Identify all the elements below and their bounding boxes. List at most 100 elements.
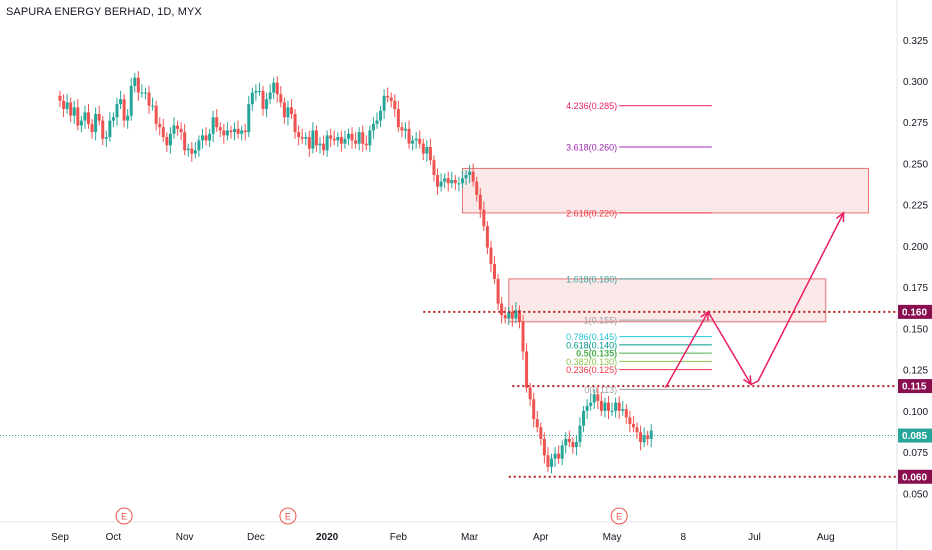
candle-body — [119, 99, 123, 105]
candle-body — [204, 135, 208, 141]
y-tick-label: 0.125 — [903, 366, 928, 377]
candle-body — [290, 107, 294, 114]
earnings-marker[interactable] — [115, 507, 133, 525]
candle-body — [428, 146, 432, 161]
candle-body — [489, 247, 493, 265]
candle-body — [443, 178, 447, 182]
candle-body — [411, 140, 415, 144]
candle-body — [393, 100, 397, 110]
candle-body — [218, 127, 222, 131]
candle-body — [414, 138, 418, 141]
candle-body — [635, 427, 639, 433]
candle-body — [500, 303, 504, 316]
candle-body — [122, 99, 126, 121]
candle-body — [350, 133, 354, 141]
earnings-marker[interactable] — [279, 507, 297, 525]
candle-body — [254, 90, 258, 93]
candle-body — [83, 112, 87, 121]
earnings-marker[interactable] — [610, 507, 628, 525]
candle-body — [268, 92, 272, 100]
candle-body — [379, 110, 383, 121]
candle-body — [521, 321, 525, 352]
candle-body — [279, 94, 283, 103]
candle-body — [482, 209, 486, 227]
candle-body — [610, 410, 614, 412]
candle-body — [510, 311, 514, 319]
candle-body — [307, 137, 311, 149]
candle-body — [186, 148, 190, 151]
candle-body — [578, 425, 582, 443]
candle-body — [143, 92, 147, 94]
candle-body — [596, 394, 600, 401]
x-tick-label: Sep — [51, 532, 69, 543]
candle-body — [275, 82, 279, 95]
fib-level-label: 1.618(0.180) — [566, 274, 617, 284]
candle-body — [617, 402, 621, 411]
fib-level-label: 3.618(0.260) — [566, 142, 617, 152]
x-tick-label: Jul — [748, 532, 761, 543]
candle-body — [564, 438, 568, 446]
candle-body — [314, 130, 318, 146]
candle-body — [468, 171, 472, 176]
candle-body — [592, 394, 596, 403]
candle-body — [190, 148, 194, 154]
supply-zone-box[interactable] — [461, 167, 869, 214]
candle-body — [432, 160, 436, 176]
candle-body — [649, 430, 653, 439]
candle-body — [79, 120, 83, 126]
y-tick-label: 0.050 — [903, 489, 928, 500]
candle-body — [250, 92, 254, 105]
candle-body — [183, 132, 187, 151]
current-price-badge — [898, 428, 932, 443]
candle-body — [507, 311, 511, 319]
candle-body — [172, 125, 176, 134]
candle-body — [165, 137, 169, 146]
candle-body — [514, 310, 518, 319]
candle-body — [311, 130, 315, 149]
candle-body — [574, 442, 578, 448]
y-tick-label: 0.100 — [903, 407, 928, 418]
y-tick-label: 0.225 — [903, 201, 928, 212]
price-level-badge-label: 0.115 — [902, 382, 927, 393]
candle-body — [631, 424, 635, 428]
candle-body — [76, 107, 80, 126]
candle-body — [346, 133, 350, 139]
candle-body — [176, 125, 180, 129]
candle-body — [478, 194, 482, 210]
candle-body — [229, 130, 233, 133]
candle-body — [282, 102, 286, 118]
candle-body — [371, 123, 375, 131]
candle-body — [585, 405, 589, 411]
candle-body — [339, 137, 343, 144]
x-tick-label: Feb — [390, 532, 408, 543]
candle-body — [108, 120, 112, 138]
candle-body — [450, 179, 454, 184]
candle-body — [457, 183, 461, 185]
candle-body — [485, 226, 489, 248]
x-tick-label: 2020 — [316, 532, 339, 543]
candle-body — [69, 102, 73, 116]
candle-body — [400, 127, 404, 131]
candle-body — [368, 130, 372, 146]
candle-body — [265, 99, 269, 110]
candle-body — [329, 135, 333, 139]
candle-body — [646, 435, 650, 439]
y-tick-label: 0.150 — [903, 324, 928, 335]
x-tick-label: 8 — [681, 532, 687, 543]
candle-body — [293, 113, 297, 133]
candle-body — [86, 112, 90, 124]
price-level-badge — [898, 469, 932, 484]
fib-level-label: 0.786(0.145) — [566, 332, 617, 342]
candle-body — [240, 130, 244, 134]
current-price-badge-label: 0.085 — [902, 431, 927, 442]
candle-body — [364, 143, 368, 146]
candle-body — [553, 453, 557, 459]
candle-body — [535, 419, 539, 428]
supply-zone-box[interactable] — [508, 278, 827, 323]
candle-body — [386, 95, 390, 98]
candle-body — [72, 107, 76, 116]
candle-body — [300, 137, 304, 139]
candle-body — [560, 445, 564, 459]
candle-body — [233, 128, 237, 133]
